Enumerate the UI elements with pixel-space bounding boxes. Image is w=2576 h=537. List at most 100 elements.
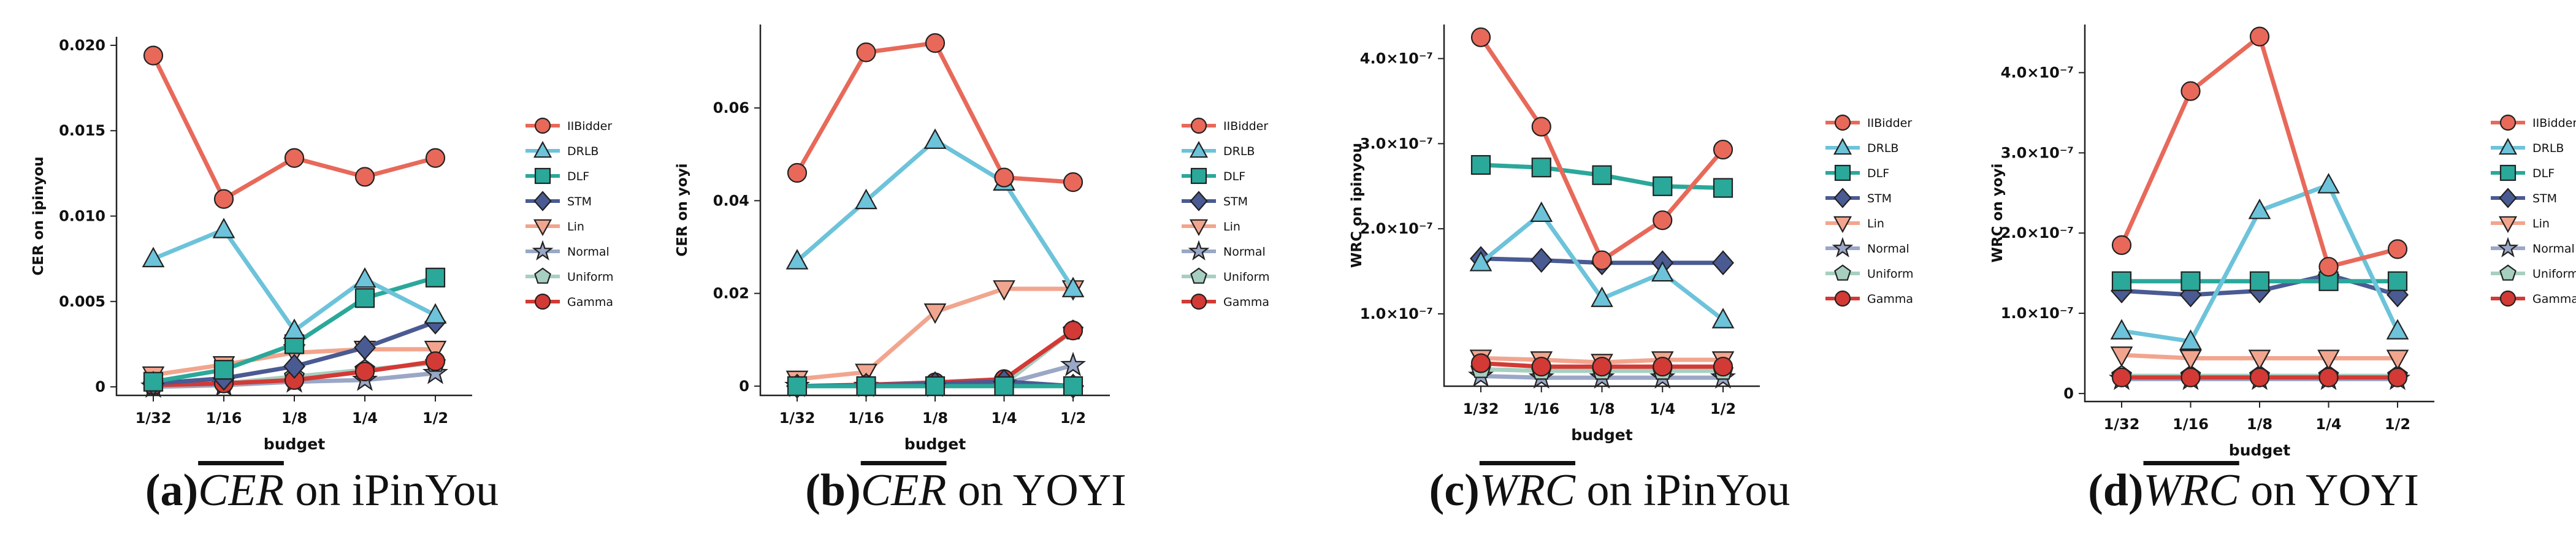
series-lin: [2110, 346, 2409, 370]
x-tick-label: 1/32: [779, 409, 816, 427]
data-point: [856, 42, 876, 63]
legend-marker: [533, 140, 552, 158]
data-point: [785, 249, 809, 270]
data-point: [2179, 349, 2202, 370]
chart-1: 0 0.02 0.04 0.06 1/32 1/16 1/8 1/4 1/2 budget CER …: [675, 25, 1270, 453]
legend-label: Gamma: [1867, 292, 1913, 306]
data-point: [2386, 319, 2409, 340]
legend-marker: [533, 191, 552, 211]
data-point: [354, 335, 376, 360]
data-point: [2318, 367, 2339, 387]
data-point: [283, 354, 305, 379]
data-point: [1060, 351, 1087, 376]
series-drlb: [142, 218, 447, 339]
data-point: [2317, 173, 2340, 194]
legend-marker: [1190, 293, 1207, 310]
legend-label: DRLB: [567, 145, 598, 158]
series-line: [795, 138, 1076, 291]
legend-label: DLF: [1867, 167, 1889, 180]
legend-marker: [1190, 191, 1208, 211]
legend-label: DLF: [1223, 170, 1245, 183]
y-tick-label: 0.02: [713, 285, 749, 302]
caption-d: (d)WRC on YOYI: [1932, 465, 2575, 532]
legend-marker: [1833, 188, 1852, 208]
y-tick-label: 4.0×10⁻⁷: [1360, 50, 1433, 67]
data-point: [1653, 356, 1673, 377]
x-axis-label: budget: [904, 435, 966, 453]
x-tick-label: 1/16: [1523, 400, 1559, 417]
data-point: [1592, 356, 1612, 377]
series-iibidder: [2111, 26, 2408, 277]
caption-suffix: on iPinYou: [1586, 465, 1791, 516]
data-point: [2387, 271, 2408, 291]
y-tick-label: 0: [739, 378, 749, 395]
legend-marker: [1189, 140, 1209, 158]
data-point: [1469, 251, 1492, 272]
data-point: [1470, 27, 1491, 47]
legend-label: IIBidder: [567, 120, 612, 133]
x-tick-label: 1/16: [2173, 416, 2209, 433]
data-point: [1591, 286, 1613, 307]
data-point: [422, 359, 449, 384]
data-point: [2248, 199, 2271, 219]
caption-c: (c)WRC on iPinYou: [1288, 465, 1932, 532]
data-point: [425, 267, 446, 288]
series-line: [2119, 34, 2400, 269]
y-tick-label: 2.0×10⁻⁷: [1360, 220, 1433, 237]
legend-marker: [1190, 267, 1207, 284]
data-point: [856, 376, 876, 396]
x-tick-label: 1/16: [206, 409, 242, 427]
data-point: [1470, 154, 1491, 175]
y-tick-label: 4.0×10⁻⁷: [2001, 64, 2074, 82]
axes-spine: [2084, 25, 2434, 403]
data-point: [1653, 210, 1673, 230]
x-tick-label: 1/8: [922, 409, 948, 427]
data-point: [354, 167, 375, 187]
y-tick-label: 0.015: [59, 122, 105, 139]
chart-0: 0 0.005 0.010 0.015 0.020 1/32 1/16 1/8 1/4 1/2 bu…: [31, 37, 614, 453]
legend-label: Uniform: [567, 270, 614, 284]
series-gamma: [2111, 367, 2408, 387]
data-point: [283, 318, 306, 339]
data-point: [994, 376, 1014, 396]
legend-label: Lin: [2532, 217, 2550, 230]
legend-label: IIBidder: [1867, 116, 1912, 130]
legend-marker: [534, 267, 551, 284]
data-point: [1711, 308, 1735, 329]
data-point: [993, 280, 1015, 301]
legend: IIBidder DRLB DLF STM Lin Normal Uniform Gamma: [1825, 114, 1914, 307]
legend-label: DRLB: [2532, 142, 2564, 155]
y-tick-label: 0: [2063, 385, 2074, 402]
caption-metric: CER: [860, 465, 947, 516]
legend-label: Lin: [1867, 217, 1884, 230]
legend-label: DRLB: [1867, 142, 1898, 155]
series-line: [151, 53, 438, 202]
data-point: [212, 218, 235, 238]
legend-marker: [1188, 240, 1210, 261]
x-tick-label: 1/8: [1589, 400, 1615, 417]
legend-marker: [2498, 137, 2518, 155]
series-iibidder: [143, 45, 446, 209]
data-point: [2110, 346, 2133, 367]
x-tick-label: 1/2: [1710, 400, 1736, 417]
data-point: [213, 189, 234, 209]
data-point: [2318, 271, 2339, 291]
x-axis-label: budget: [264, 435, 325, 453]
y-axis-label: CER on ipinyou: [31, 156, 47, 275]
data-point: [925, 33, 946, 53]
data-point: [2249, 367, 2270, 387]
series-line: [795, 286, 1076, 382]
data-point: [2111, 235, 2132, 255]
axes-spine: [115, 37, 472, 397]
x-tick-label: 1/2: [422, 409, 448, 427]
legend-label: Lin: [567, 220, 584, 234]
legend-label: IIBidder: [1223, 120, 1268, 133]
legend: IIBidder DRLB DLF STM Lin Normal Uniform Gamma: [1182, 117, 1270, 310]
data-point: [925, 376, 946, 396]
caption-letter: (b): [805, 465, 861, 516]
y-tick-label: 2.0×10⁻⁷: [2001, 224, 2074, 242]
y-tick-label: 1.0×10⁻⁷: [1360, 305, 1433, 322]
chart-2: 1.0×10⁻⁷ 2.0×10⁻⁷ 3.0×10⁻⁷ 4.0×10⁻⁷ 1/32 1/16…: [1349, 25, 1914, 444]
legend-marker: [2497, 237, 2519, 257]
series-lin: [785, 280, 1085, 392]
